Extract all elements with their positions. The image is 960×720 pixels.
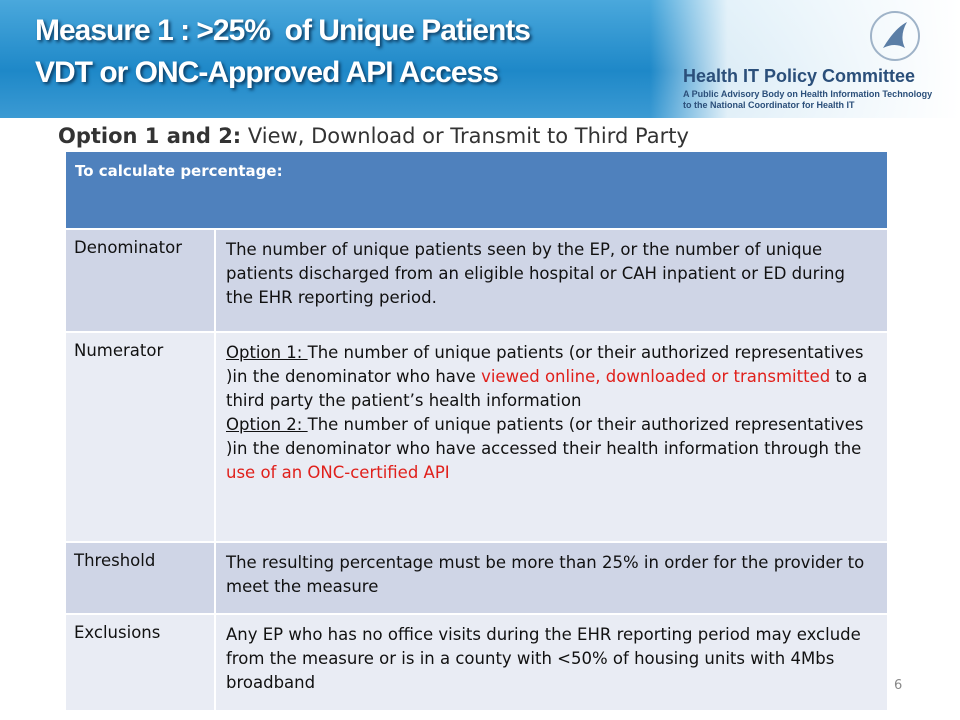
title-line: VDT or ONC-Approved API Access bbox=[35, 56, 499, 89]
table-row: Denominator The number of unique patients… bbox=[66, 228, 887, 331]
row-content: Any EP who has no office visits during t… bbox=[216, 615, 887, 710]
text-run: Option 2: bbox=[226, 415, 308, 434]
text-run: The resulting percentage must be more th… bbox=[226, 553, 865, 596]
row-label: Numerator bbox=[66, 333, 216, 541]
paragraph: The number of unique patients seen by th… bbox=[226, 238, 877, 310]
paragraph: Option 1: The number of unique patients … bbox=[226, 341, 877, 413]
row-label: Exclusions bbox=[66, 615, 216, 710]
row-content: Option 1: The number of unique patients … bbox=[216, 333, 887, 541]
text-run: The number of unique patients (or their … bbox=[226, 415, 864, 458]
text-run: Any EP who has no office visits during t… bbox=[226, 625, 861, 692]
text-run: use of an ONC-certified API bbox=[226, 463, 450, 482]
text-run: The number of unique patients (or their … bbox=[226, 343, 864, 386]
row-content: The resulting percentage must be more th… bbox=[216, 543, 887, 613]
table: To calculate percentage: Denominator The … bbox=[66, 152, 887, 710]
row-content: The number of unique patients seen by th… bbox=[216, 230, 887, 331]
row-label: Threshold bbox=[66, 543, 216, 613]
page-number: 6 bbox=[894, 678, 903, 693]
title-line: Measure 1 : >25% of Unique Patients bbox=[35, 14, 531, 47]
subtitle-rest: View, Download or Transmit to Third Part… bbox=[241, 124, 689, 148]
table-row: Exclusions Any EP who has no office visit… bbox=[66, 613, 887, 710]
text-run: to a third party the patient’s health in… bbox=[226, 367, 868, 410]
paragraph: Option 2: The number of unique patients … bbox=[226, 413, 877, 485]
paragraph: The resulting percentage must be more th… bbox=[226, 551, 877, 599]
table-row: Numerator Option 1: The number of unique … bbox=[66, 331, 887, 541]
paragraph: Any EP who has no office visits during t… bbox=[226, 623, 877, 695]
logo-tagline: to the National Coordinator for Health I… bbox=[683, 100, 855, 110]
text-run: The number of unique patients seen by th… bbox=[226, 240, 845, 307]
logo-icon bbox=[870, 11, 920, 61]
text-run: viewed online, downloaded or transmitted bbox=[481, 367, 831, 386]
logo-tagline: A Public Advisory Body on Health Informa… bbox=[683, 89, 933, 99]
row-label: Denominator bbox=[66, 230, 216, 331]
header-band: Measure 1 : >25% of Unique Patients VDT … bbox=[0, 0, 960, 118]
logo-name: Health IT Policy Committee bbox=[683, 66, 916, 86]
logo: Health IT Policy Committee A Public Advi… bbox=[650, 0, 960, 118]
text-run: Option 1: bbox=[226, 343, 308, 362]
table-row: Threshold The resulting percentage must b… bbox=[66, 541, 887, 613]
subtitle: Option 1 and 2: View, Download or Transm… bbox=[58, 124, 689, 148]
subtitle-bold: Option 1 and 2: bbox=[58, 124, 242, 148]
table-header: To calculate percentage: bbox=[66, 152, 887, 228]
